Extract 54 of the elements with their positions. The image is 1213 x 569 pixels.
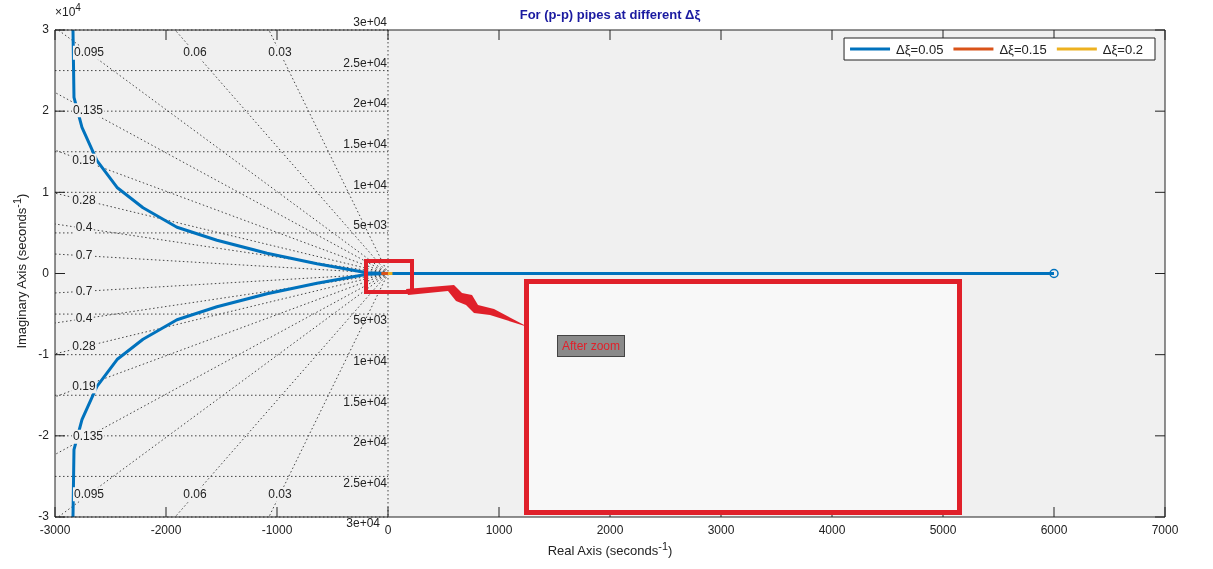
x-tick-label: 6000 (1040, 522, 1068, 537)
legend-label: Δξ=0.05 (896, 41, 944, 57)
x-tick-label: 2000 (596, 522, 624, 537)
annotation: 0.4 (75, 311, 93, 326)
annotation: 0.19 (72, 378, 96, 393)
ref-line-label: 2.5e+04 (343, 475, 388, 490)
ref-line-label: 2e+04 (353, 96, 388, 111)
ref-line-label: 1e+04 (353, 353, 388, 368)
ref-line-label: 5e+03 (353, 313, 388, 328)
annotation: 0.06 (183, 45, 207, 60)
legend-label: Δξ=0.15 (999, 41, 1047, 57)
annotation: After zoom (557, 335, 626, 357)
y-tick-label: 1 (42, 184, 50, 199)
annotation: 0.4 (75, 220, 93, 235)
annotation: 0.135 (72, 428, 104, 443)
legend-label: Δξ=0.2 (1102, 41, 1143, 57)
annotation: 0.28 (72, 338, 96, 353)
x-axis-title: Real Axis (seconds$^{-1}$) (546, 540, 674, 559)
ref-line-label: 3e+04 (346, 516, 381, 531)
y-tick-label: 2 (42, 103, 50, 118)
annotation: 0.7 (75, 247, 93, 262)
ref-line-label: 1.5e+04 (343, 394, 388, 409)
annotation: 0.7 (75, 283, 93, 298)
text: ×10$^{4}$ (55, 2, 81, 19)
x-tick-label: 3000 (707, 522, 735, 537)
annotation: 0.095 (73, 486, 105, 501)
ref-line-label: 3e+04 (353, 15, 388, 30)
ref-line-label: 2.5e+04 (343, 55, 388, 70)
y-tick-label: 3 (42, 22, 50, 37)
ref-line-label: 1.5e+04 (343, 137, 388, 152)
zoomed-plot-picture: After zoom (524, 279, 962, 515)
x-tick-label: -2000 (150, 522, 182, 537)
annotation: 0.03 (268, 45, 292, 60)
annotation: 0.06 (183, 486, 207, 501)
x-tick-label: 7000 (1151, 522, 1179, 537)
x-tick-label: 0 (384, 522, 392, 537)
annotation: 0.03 (268, 486, 292, 501)
x-tick-label: -1000 (261, 522, 293, 537)
y-tick-label: -2 (38, 428, 50, 443)
x-tick-label: -3000 (39, 522, 71, 537)
y-tick-label: -3 (38, 509, 50, 524)
ref-line-label: 2e+04 (353, 435, 388, 450)
x-tick-label: 1000 (485, 522, 513, 537)
x-tick-label: 5000 (929, 522, 957, 537)
annotation: 0.28 (72, 192, 96, 207)
annotation: 0.19 (72, 152, 96, 167)
y-tick-label: 0 (42, 265, 50, 280)
ref-line-label: 1e+04 (353, 177, 388, 192)
chart-title: For (p-p) pipes at different Δξ (519, 7, 701, 22)
x-tick-label: 4000 (818, 522, 846, 537)
annotation: 0.135 (72, 102, 104, 117)
ref-line-label: 5e+03 (353, 218, 388, 233)
annotation: 0.095 (73, 45, 105, 60)
y-tick-label: -1 (38, 346, 50, 361)
